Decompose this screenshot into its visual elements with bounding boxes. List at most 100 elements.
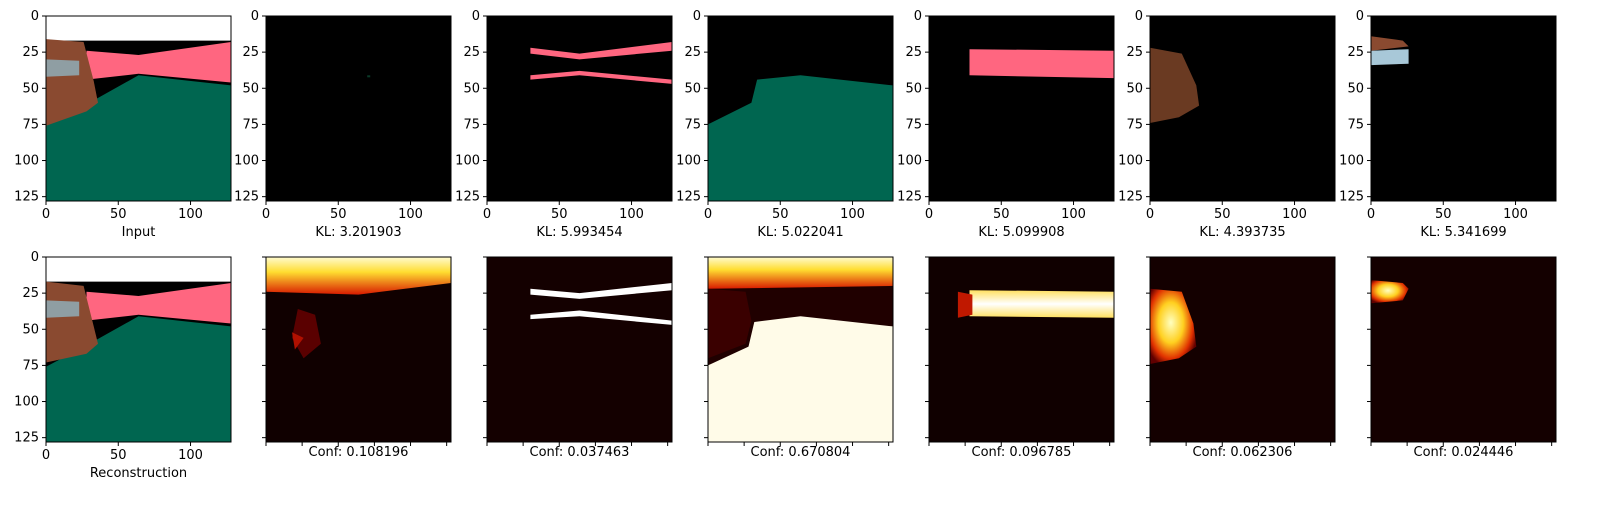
- lower-hot-line: [530, 310, 672, 325]
- panel-image: [929, 16, 1114, 201]
- pink-wall-region: [86, 42, 231, 83]
- y-tick-label: 75: [242, 117, 259, 132]
- panel-caption: Input: [122, 225, 156, 240]
- panel-caption: KL: 5.022041: [757, 225, 843, 240]
- y-tick-label: 75: [463, 117, 480, 132]
- warm-wall-edge: [957, 291, 973, 318]
- pink-wall-region: [86, 283, 231, 324]
- x-tick-label: 50: [1214, 207, 1231, 222]
- panel-caption: KL: 5.993454: [536, 225, 622, 240]
- y-tick-label: 125: [455, 190, 480, 205]
- panel-frame: [1149, 256, 1336, 443]
- panel-frame: [45, 15, 232, 202]
- y-tick-label: 0: [472, 9, 480, 24]
- mask-background: [1150, 16, 1335, 201]
- x-tick-label: 100: [398, 207, 423, 222]
- hot-hand-region: [1150, 288, 1197, 364]
- hand-mask: [1150, 47, 1200, 123]
- faint-mask-speck: [367, 75, 371, 78]
- panel-12: Conf: 0.096785: [925, 256, 1115, 460]
- x-tick-label: 0: [925, 207, 933, 222]
- x-tick-label: 100: [1282, 207, 1307, 222]
- panel-frame: [1370, 256, 1557, 443]
- bandage-mask: [1371, 49, 1409, 66]
- panel-frame: [45, 256, 232, 443]
- y-tick-label: 125: [676, 190, 701, 205]
- cool-hand-region: [708, 288, 752, 359]
- panel-image: [708, 16, 893, 201]
- skin-mask: [1371, 36, 1409, 51]
- panel-13: Conf: 0.062306: [1146, 256, 1336, 460]
- y-tick-label: 25: [463, 45, 480, 60]
- x-tick-label: 0: [42, 207, 50, 222]
- mask-background: [1371, 16, 1556, 201]
- x-tick-label: 100: [1061, 207, 1086, 222]
- upper-hot-line: [530, 283, 672, 299]
- x-tick-label: 50: [330, 207, 347, 222]
- hot-ground-region: [708, 316, 893, 442]
- y-tick-label: 100: [234, 154, 259, 169]
- green-ground-mask: [708, 75, 893, 201]
- y-tick-label: 0: [693, 9, 701, 24]
- panel-frame: [265, 256, 452, 443]
- panel-image: [1150, 257, 1335, 442]
- bandage-region: [46, 300, 80, 318]
- panel-image: [1150, 16, 1335, 201]
- panel-image: [266, 257, 451, 442]
- y-tick-label: 25: [242, 45, 259, 60]
- panel-image: [929, 257, 1114, 442]
- y-tick-label: 25: [905, 45, 922, 60]
- x-tick-label: 50: [110, 448, 127, 463]
- pink-wall-mask: [969, 49, 1114, 79]
- panel-frame: [707, 256, 894, 443]
- panel-caption: KL: 5.341699: [1420, 225, 1506, 240]
- y-tick-label: 0: [31, 9, 39, 24]
- panel-image: [487, 257, 672, 442]
- panel-frame: [486, 15, 673, 202]
- lower-pink-edge: [530, 70, 672, 84]
- y-tick-label: 100: [14, 154, 39, 169]
- y-tick-label: 75: [905, 117, 922, 132]
- warm-hand-edge: [292, 332, 304, 350]
- hot-wall-band: [969, 290, 1114, 318]
- panel-caption: KL: 4.393735: [1199, 225, 1285, 240]
- y-tick-label: 75: [1347, 117, 1364, 132]
- hot-sky-band: [708, 257, 893, 289]
- x-tick-label: 100: [619, 207, 644, 222]
- y-tick-label: 125: [234, 190, 259, 205]
- x-tick-label: 0: [1146, 207, 1154, 222]
- y-tick-label: 25: [684, 45, 701, 60]
- panel-10: Conf: 0.037463: [483, 256, 673, 460]
- y-tick-label: 125: [1118, 190, 1143, 205]
- x-tick-label: 0: [704, 207, 712, 222]
- panel-frame: [707, 15, 894, 202]
- y-tick-label: 50: [242, 81, 259, 96]
- panel-frame: [1149, 15, 1336, 202]
- panel-caption: Conf: 0.062306: [1193, 445, 1293, 460]
- x-tick-label: 50: [110, 207, 127, 222]
- y-tick-label: 75: [684, 117, 701, 132]
- panel-image: [487, 16, 672, 201]
- x-tick-label: 100: [1503, 207, 1528, 222]
- heatmap-background: [1150, 257, 1335, 442]
- heatmap-background: [1371, 257, 1556, 442]
- panel-image: [1371, 257, 1556, 442]
- heatmap-background: [266, 257, 451, 442]
- y-tick-label: 100: [455, 154, 480, 169]
- panel-frame: [265, 15, 452, 202]
- x-tick-label: 50: [551, 207, 568, 222]
- panel-image: [266, 16, 451, 201]
- heatmap-background: [487, 257, 672, 442]
- panel-caption: Conf: 0.037463: [530, 445, 630, 460]
- y-tick-label: 50: [463, 81, 480, 96]
- y-tick-label: 125: [14, 190, 39, 205]
- y-tick-label: 50: [22, 81, 39, 96]
- x-tick-label: 0: [1367, 207, 1375, 222]
- warm-hand-region: [292, 309, 321, 359]
- panel-caption: KL: 5.099908: [978, 225, 1064, 240]
